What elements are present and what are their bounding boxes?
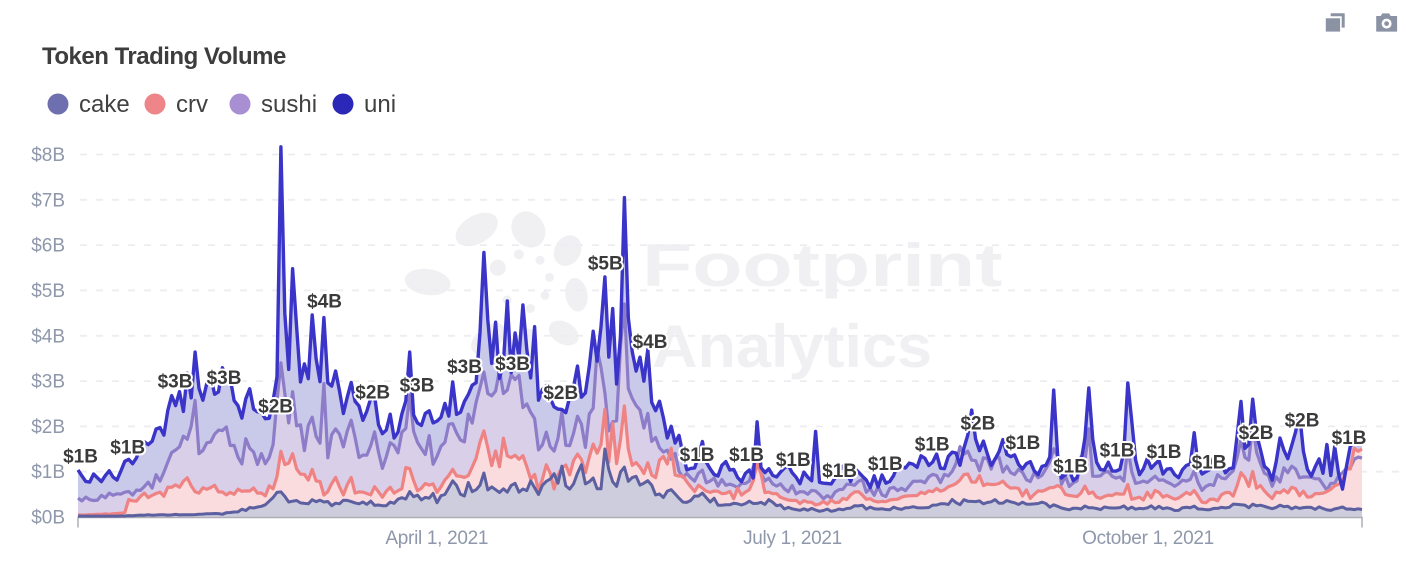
svg-text:Analytics: Analytics bbox=[652, 313, 932, 380]
svg-text:July 1, 2021: July 1, 2021 bbox=[743, 528, 842, 549]
svg-text:$8B: $8B bbox=[31, 145, 65, 166]
svg-text:$3B: $3B bbox=[31, 372, 65, 393]
svg-text:$1B: $1B bbox=[1332, 428, 1367, 449]
svg-text:$1B: $1B bbox=[110, 438, 145, 459]
svg-text:Footprint: Footprint bbox=[642, 233, 1003, 300]
svg-text:$2B: $2B bbox=[355, 382, 390, 403]
svg-text:$5B: $5B bbox=[31, 281, 65, 302]
svg-text:$2B: $2B bbox=[960, 413, 995, 434]
svg-text:$1B: $1B bbox=[1147, 442, 1182, 463]
svg-text:sushi: sushi bbox=[261, 91, 317, 118]
svg-text:$5B: $5B bbox=[588, 254, 623, 275]
svg-text:$2B: $2B bbox=[1285, 411, 1320, 432]
svg-text:April 1, 2021: April 1, 2021 bbox=[385, 528, 488, 549]
svg-text:$2B: $2B bbox=[1239, 423, 1274, 444]
svg-text:$6B: $6B bbox=[31, 236, 65, 257]
svg-text:$1B: $1B bbox=[822, 461, 857, 482]
svg-text:$1B: $1B bbox=[776, 450, 811, 471]
svg-text:$1B: $1B bbox=[1053, 457, 1088, 478]
svg-text:$1B: $1B bbox=[868, 454, 903, 475]
svg-text:$3B: $3B bbox=[207, 368, 242, 389]
svg-text:$1B: $1B bbox=[1100, 441, 1135, 462]
svg-text:$7B: $7B bbox=[31, 190, 65, 211]
svg-text:October 1, 2021: October 1, 2021 bbox=[1082, 528, 1214, 549]
svg-text:$2B: $2B bbox=[258, 397, 293, 418]
svg-text:$1B: $1B bbox=[31, 462, 65, 483]
svg-text:$1B: $1B bbox=[680, 445, 715, 466]
svg-text:$1B: $1B bbox=[729, 445, 764, 466]
svg-text:Token Trading Volume: Token Trading Volume bbox=[42, 43, 286, 70]
svg-text:$1B: $1B bbox=[915, 434, 950, 455]
svg-text:$3B: $3B bbox=[495, 354, 530, 375]
svg-text:$4B: $4B bbox=[307, 292, 342, 313]
svg-text:$3B: $3B bbox=[447, 357, 482, 378]
svg-text:$0B: $0B bbox=[31, 508, 65, 529]
svg-text:cake: cake bbox=[79, 91, 130, 118]
svg-text:$1B: $1B bbox=[1192, 453, 1227, 474]
svg-text:$3B: $3B bbox=[158, 372, 193, 393]
svg-text:crv: crv bbox=[176, 91, 208, 118]
svg-text:uni: uni bbox=[364, 91, 396, 118]
svg-text:$2B: $2B bbox=[543, 383, 578, 404]
svg-text:$1B: $1B bbox=[1005, 433, 1040, 454]
svg-text:$4B: $4B bbox=[31, 326, 65, 347]
svg-text:$1B: $1B bbox=[63, 447, 98, 468]
svg-text:$3B: $3B bbox=[400, 375, 435, 396]
svg-text:$2B: $2B bbox=[31, 417, 65, 438]
svg-text:$4B: $4B bbox=[633, 332, 668, 353]
